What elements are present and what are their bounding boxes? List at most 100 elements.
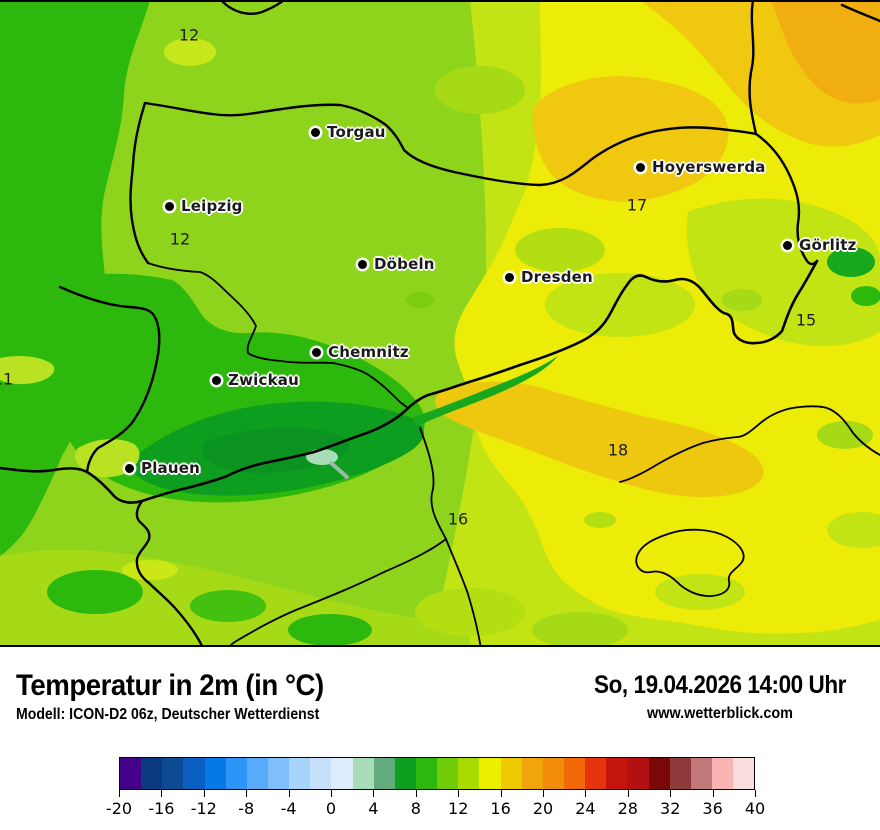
- footer-right-block: So, 19.04.2026 14:00 Uhr www.wetterblick…: [545, 671, 880, 723]
- city-label: Plauen: [141, 459, 200, 477]
- temperature-value-label: 15: [795, 310, 817, 330]
- border-northeast: [748, 2, 758, 136]
- legend-segment-3: [183, 758, 205, 789]
- city-dot: [636, 162, 645, 172]
- legend-tick-label: -20: [105, 799, 133, 818]
- legend-segment-5: [225, 758, 247, 789]
- temperature-legend: -20 -16 -12 -8 -4 0 4 8 12 16 20 24 28 32 36 40: [106, 757, 765, 830]
- temperature-value-label: 16: [447, 509, 469, 529]
- legend-tick-label: 12: [448, 799, 469, 818]
- temperature-value-label: 11: [0, 369, 14, 389]
- legend-tick-label: 24: [575, 799, 596, 818]
- legend-segment-13: [394, 758, 416, 789]
- legend-tick: [246, 790, 248, 797]
- temperature-value-label: 12: [178, 25, 200, 45]
- legend-segment-19: [521, 758, 543, 789]
- legend-tick-label: 0: [325, 799, 337, 818]
- legend-segment-6: [246, 758, 268, 789]
- legend-tick-label: 32: [660, 799, 681, 818]
- city-label: Torgau: [327, 123, 386, 141]
- legend-tick-label: 8: [410, 799, 421, 818]
- legend-segment-11: [352, 758, 374, 789]
- legend-segment-20: [542, 758, 564, 789]
- legend-segment-15: [437, 758, 459, 789]
- city-label: Zwickau: [228, 371, 299, 389]
- region-patch-se3: [655, 574, 745, 610]
- border-czech: [0, 259, 819, 504]
- city-marker-grlitz: Görlitz: [783, 236, 857, 254]
- forecast-datetime: So, 19.04.2026 14:00 Uhr: [594, 671, 846, 699]
- legend-tick: [119, 790, 120, 797]
- city-marker-leipzig: Leipzig: [165, 197, 243, 215]
- summit-spot-tail: [328, 460, 350, 480]
- city-marker-plauen: Plauen: [125, 459, 200, 477]
- region-patch-center: [515, 228, 605, 272]
- legend-tick: [712, 790, 714, 797]
- region-bright-blob-s4: [122, 560, 178, 580]
- city-dot: [358, 259, 367, 269]
- region-green-blob-s3: [288, 614, 372, 645]
- legend-tick: [161, 790, 163, 797]
- temperature-map-svg: [0, 2, 880, 645]
- border-neisse: [754, 132, 819, 266]
- border-enclave-loop: [635, 528, 745, 597]
- border-thuringia: [58, 285, 161, 474]
- legend-segment-17: [479, 758, 501, 789]
- legend-segment-10: [331, 758, 353, 789]
- region-patch-se2: [827, 512, 880, 548]
- temperature-value-label: 17: [626, 195, 648, 215]
- legend-segment-8: [289, 758, 311, 789]
- region-green-blob-east2: [851, 286, 880, 306]
- legend-tick: [288, 790, 290, 797]
- legend-segment-9: [310, 758, 332, 789]
- legend-tick: [585, 790, 587, 797]
- city-marker-zwickau: Zwickau: [212, 371, 299, 389]
- region-patch-top-center: [435, 66, 525, 114]
- region-green-blob-east1: [827, 247, 875, 277]
- region-patch-se1: [817, 421, 873, 449]
- border-district-west: [147, 262, 409, 409]
- city-dot: [312, 347, 321, 357]
- legend-segment-25: [648, 758, 670, 789]
- legend-tick-label: 4: [368, 799, 379, 818]
- city-marker-chemnitz: Chemnitz: [312, 343, 409, 361]
- page-title: Temperatur in 2m (in °C): [16, 669, 324, 702]
- region-patch-s5: [415, 588, 525, 636]
- legend-tick: [627, 790, 629, 797]
- border-district-south2: [229, 538, 447, 645]
- region-green-blob-s2: [190, 590, 266, 622]
- border-top-right: [840, 3, 880, 23]
- legend-tick-label: 36: [702, 799, 723, 818]
- city-label: Chemnitz: [328, 343, 409, 361]
- legend-segment-26: [669, 758, 691, 789]
- legend-tick-label: 40: [744, 799, 766, 818]
- legend-segment-0: [120, 758, 142, 789]
- legend-segment-1: [141, 758, 163, 789]
- region-patch-s6: [532, 612, 628, 645]
- region-speck-1: [406, 292, 434, 308]
- border-west: [129, 101, 150, 265]
- state-border-lines: [0, 2, 880, 645]
- city-marker-hoyerswerda: Hoyerswerda: [636, 158, 766, 176]
- city-marker-torgau: Torgau: [311, 123, 386, 141]
- legend-tick-label: -8: [238, 799, 255, 818]
- region-ridge-strip: [412, 356, 558, 426]
- city-dot: [212, 375, 221, 385]
- legend-segment-4: [204, 758, 226, 789]
- city-dot: [505, 272, 514, 282]
- region-patch-plauen: [75, 439, 140, 478]
- map-area: 12 12 17 15 11 18 16 Torgau Leipzig Hoyerswerda G…: [0, 0, 880, 647]
- temperature-value-label: 18: [607, 440, 629, 460]
- legend-tick-label: 16: [490, 799, 511, 818]
- city-dot: [125, 463, 134, 473]
- legend-segment-28: [711, 758, 734, 789]
- legend-tick-row: -20 -16 -12 -8 -4 0 4 8 12 16 20 24 28 32 36 40: [106, 790, 765, 830]
- legend-segment-16: [458, 758, 480, 789]
- legend-segment-18: [500, 758, 522, 789]
- legend-segment-29: [733, 758, 755, 789]
- city-dot: [311, 127, 320, 137]
- region-gold-band: [435, 381, 764, 498]
- legend-tick: [331, 790, 332, 797]
- legend-tick-label: 20: [532, 799, 554, 818]
- region-patch-left-edge: [0, 356, 55, 385]
